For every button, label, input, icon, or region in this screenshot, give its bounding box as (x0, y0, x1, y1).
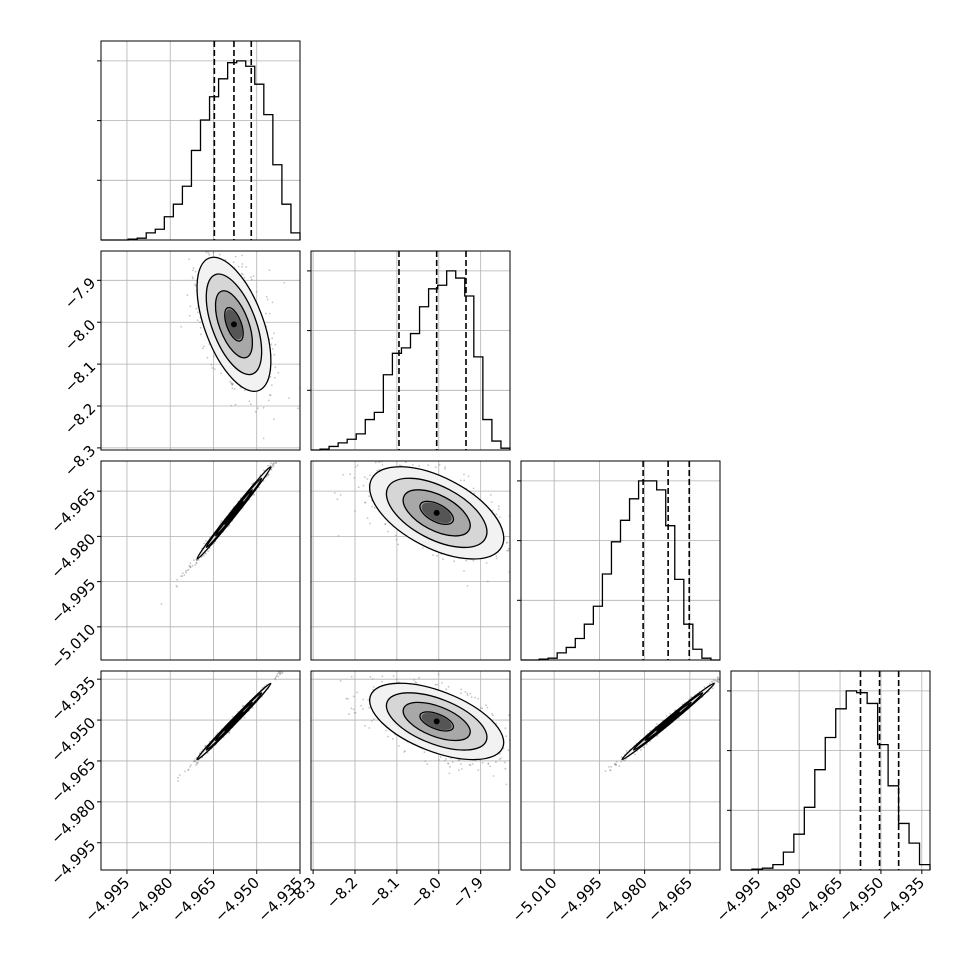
contour-2-1-0 (419, 500, 455, 526)
contour-1-0-0 (224, 306, 244, 342)
x-tick-label-3-0: −4.995 (713, 874, 765, 926)
y-tick-label-3-3: −4.950 (47, 714, 99, 766)
y-tick-label-2-1: −4.995 (47, 575, 99, 627)
peak-2-1 (433, 509, 440, 516)
y-tick-label-2-3: −4.965 (47, 485, 99, 537)
peak-2-0 (230, 509, 237, 516)
contour-2-1-1 (402, 489, 471, 537)
contour-3-1-0 (419, 711, 455, 732)
y-tick-label-3-4: −4.935 (47, 673, 99, 725)
peak-1-0 (230, 321, 237, 328)
panel-1-0 (100, 250, 301, 451)
peak-3-2 (665, 718, 672, 725)
x-tick-label-2-2: −4.980 (599, 874, 651, 926)
contour-3-1-2 (385, 692, 488, 751)
panel-2-2 (520, 460, 721, 661)
y-tick-label-1-3: −8.0 (61, 316, 99, 354)
histogram-2 (521, 480, 720, 661)
frames-layer (100, 40, 931, 871)
contour-2-1-2 (385, 477, 488, 549)
panel-2-0 (100, 460, 301, 661)
x-tick-label-1-3: −8.0 (407, 874, 445, 912)
peak-3-1 (433, 718, 440, 725)
histogram-0 (101, 60, 301, 241)
panel-3-0 (100, 670, 301, 871)
grid-layer (101, 41, 930, 870)
contour-3-1-1 (402, 701, 471, 742)
y-tick-label-3-2: −4.965 (47, 755, 99, 807)
y-tick-label-3-0: −4.995 (47, 836, 99, 888)
histogram-1 (311, 270, 511, 451)
x-tick-label-2-3: −4.965 (644, 874, 696, 926)
contour-3-1-3 (369, 682, 505, 761)
y-tick-label-2-2: −4.980 (47, 530, 99, 582)
panel-0-0 (100, 40, 301, 241)
panel-3-3 (730, 670, 931, 871)
contour-2-1-3 (369, 466, 505, 560)
x-tick-label-3-1: −4.980 (754, 874, 806, 926)
contour-1-0-1 (214, 290, 254, 359)
contour-1-0-3 (196, 256, 272, 392)
y-tick-label-1-2: −8.1 (61, 358, 99, 396)
x-tick-label-2-1: −4.995 (554, 874, 606, 926)
peak-3-0 (230, 718, 237, 725)
x-tick-label-3-4: −4.935 (876, 874, 928, 926)
panel-3-2 (520, 670, 721, 871)
y-tick-label-2-0: −5.010 (47, 620, 99, 672)
panel-2-1 (310, 460, 511, 661)
panel-3-1 (310, 670, 511, 871)
y-tick-label-1-0: −8.3 (61, 442, 99, 480)
x-tick-label-1-4: −7.9 (449, 874, 487, 912)
x-tick-label-1-1: −8.2 (323, 874, 361, 912)
lines-layer (101, 41, 931, 871)
y-tick-label-1-1: −8.2 (61, 400, 99, 438)
panel-1-1 (310, 250, 511, 451)
x-tick-label-3-3: −4.950 (835, 874, 887, 926)
contour-1-0-2 (205, 273, 263, 376)
y-tick-label-1-4: −7.9 (61, 274, 99, 312)
x-tick-label-0-3: −4.950 (211, 874, 263, 926)
x-tick-label-0-1: −4.980 (125, 874, 177, 926)
y-tick-label-3-1: −4.980 (47, 795, 99, 847)
x-tick-label-1-2: −8.1 (365, 874, 403, 912)
x-tick-label-3-2: −4.965 (794, 874, 846, 926)
x-tick-label-2-0: −5.010 (509, 874, 561, 926)
x-tick-label-0-2: −4.965 (168, 874, 220, 926)
x-tick-label-0-0: −4.995 (81, 874, 133, 926)
